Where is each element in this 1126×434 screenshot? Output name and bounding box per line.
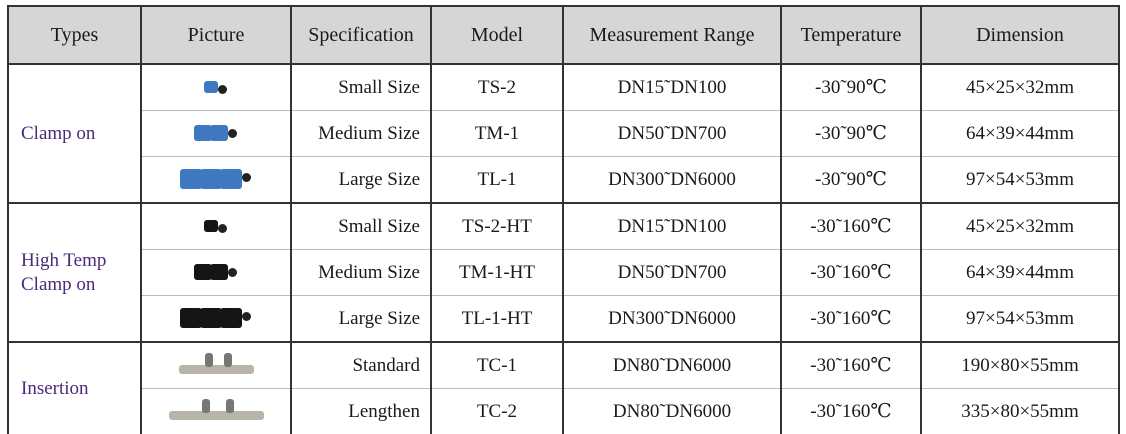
header-cell: Measurement Range — [563, 6, 781, 64]
header-cell: Specification — [291, 6, 431, 64]
specification-cell: Standard — [291, 342, 431, 389]
temperature-cell: -30˜160℃ — [781, 203, 921, 250]
temperature-cell: -30˜160℃ — [781, 296, 921, 343]
picture-cell — [141, 203, 291, 250]
model-cell: TC-2 — [431, 389, 563, 434]
temperature-cell: -30˜90℃ — [781, 111, 921, 157]
product-picture — [180, 167, 252, 193]
product-picture — [204, 79, 228, 97]
range-cell: DN80˜DN6000 — [563, 342, 781, 389]
range-cell: DN80˜DN6000 — [563, 389, 781, 434]
specification-cell: Large Size — [291, 296, 431, 343]
dimension-cell: 97×54×53mm — [921, 296, 1119, 343]
range-cell: DN300˜DN6000 — [563, 296, 781, 343]
dimension-cell: 190×80×55mm — [921, 342, 1119, 389]
picture-cell — [141, 389, 291, 434]
model-cell: TL-1 — [431, 157, 563, 204]
temperature-cell: -30˜90℃ — [781, 64, 921, 111]
header-cell: Types — [8, 6, 141, 64]
temperature-cell: -30˜160℃ — [781, 250, 921, 296]
product-picture — [180, 306, 252, 332]
specification-cell: Small Size — [291, 64, 431, 111]
model-cell: TS-2-HT — [431, 203, 563, 250]
dimension-cell: 45×25×32mm — [921, 203, 1119, 250]
type-cell: Clamp on — [8, 64, 141, 203]
model-cell: TC-1 — [431, 342, 563, 389]
header-cell: Temperature — [781, 6, 921, 64]
range-cell: DN50˜DN700 — [563, 111, 781, 157]
product-picture — [194, 262, 238, 284]
range-cell: DN300˜DN6000 — [563, 157, 781, 204]
picture-cell — [141, 111, 291, 157]
specification-cell: Lengthen — [291, 389, 431, 434]
header-cell: Model — [431, 6, 563, 64]
model-cell: TS-2 — [431, 64, 563, 111]
picture-cell — [141, 342, 291, 389]
model-cell: TL-1-HT — [431, 296, 563, 343]
dimension-cell: 335×80×55mm — [921, 389, 1119, 434]
picture-cell — [141, 296, 291, 343]
dimension-cell: 64×39×44mm — [921, 111, 1119, 157]
specification-cell: Large Size — [291, 157, 431, 204]
product-picture — [169, 397, 264, 427]
temperature-cell: -30˜160℃ — [781, 342, 921, 389]
specification-cell: Medium Size — [291, 250, 431, 296]
dimension-cell: 97×54×53mm — [921, 157, 1119, 204]
specification-cell: Medium Size — [291, 111, 431, 157]
specification-cell: Small Size — [291, 203, 431, 250]
product-picture — [179, 351, 254, 381]
model-cell: TM-1 — [431, 111, 563, 157]
range-cell: DN50˜DN700 — [563, 250, 781, 296]
dimension-cell: 45×25×32mm — [921, 64, 1119, 111]
model-cell: TM-1-HT — [431, 250, 563, 296]
product-picture — [204, 218, 228, 236]
range-cell: DN15˜DN100 — [563, 64, 781, 111]
picture-cell — [141, 157, 291, 204]
picture-cell — [141, 250, 291, 296]
type-cell: Insertion — [8, 342, 141, 434]
type-cell: High Temp Clamp on — [8, 203, 141, 342]
dimension-cell: 64×39×44mm — [921, 250, 1119, 296]
header-cell: Picture — [141, 6, 291, 64]
temperature-cell: -30˜90℃ — [781, 157, 921, 204]
header-cell: Dimension — [921, 6, 1119, 64]
temperature-cell: -30˜160℃ — [781, 389, 921, 434]
product-picture — [194, 123, 238, 145]
range-cell: DN15˜DN100 — [563, 203, 781, 250]
picture-cell — [141, 64, 291, 111]
